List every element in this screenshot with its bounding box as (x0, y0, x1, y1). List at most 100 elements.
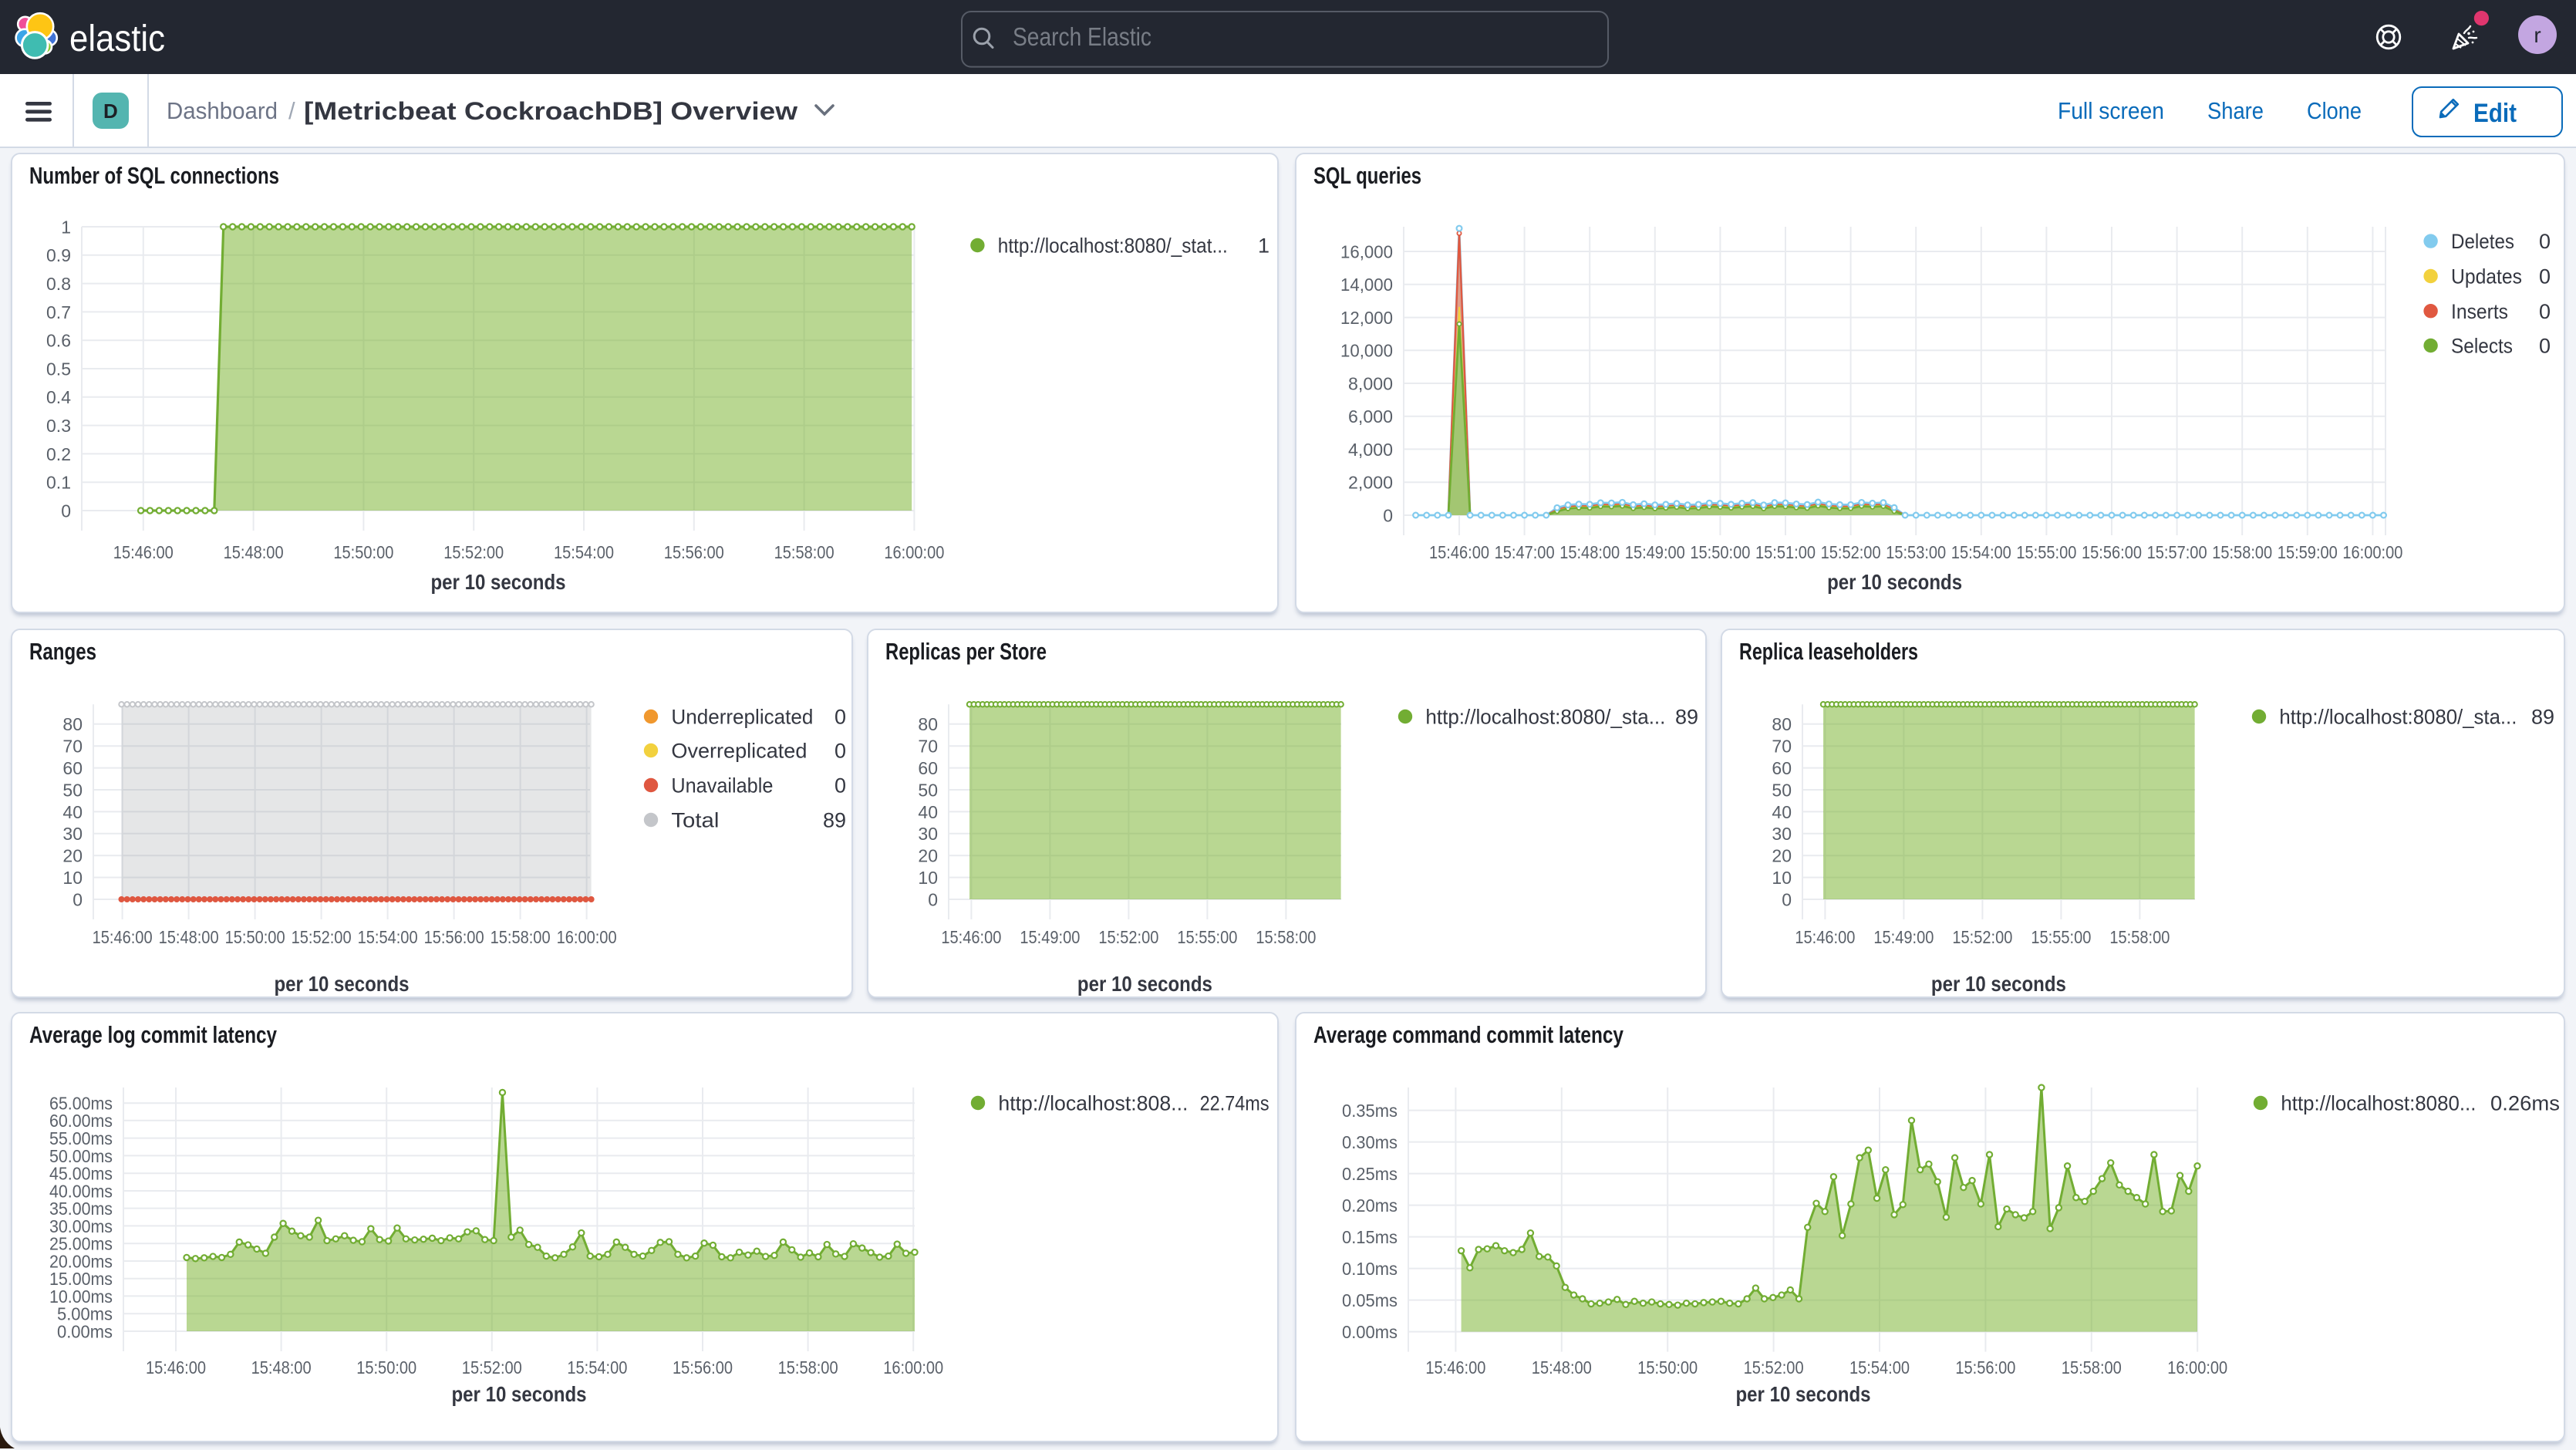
svg-text:20: 20 (918, 846, 938, 866)
svg-text:15:48:00: 15:48:00 (1559, 542, 1620, 562)
svg-text:http://localhost:8080/_sta...: http://localhost:8080/_sta... (2279, 706, 2517, 729)
svg-text:15:49:00: 15:49:00 (1020, 927, 1080, 947)
svg-text:15:46:00: 15:46:00 (1429, 542, 1489, 562)
svg-text:Full screen: Full screen (2058, 97, 2164, 124)
svg-text:Selects: Selects (2451, 335, 2513, 358)
svg-text:6,000: 6,000 (1348, 406, 1393, 427)
svg-text:4,000: 4,000 (1348, 440, 1393, 460)
svg-text:60: 60 (1772, 758, 1792, 778)
svg-text:per 10 seconds: per 10 seconds (431, 570, 566, 594)
svg-text:80: 80 (1772, 714, 1792, 734)
svg-text:70: 70 (918, 737, 938, 757)
svg-text:0.25ms: 0.25ms (1342, 1164, 1398, 1184)
svg-text:89: 89 (823, 809, 846, 832)
svg-text:0: 0 (2539, 230, 2551, 253)
svg-text:0.05ms: 0.05ms (1342, 1290, 1398, 1310)
svg-text:10.00ms: 10.00ms (49, 1286, 113, 1307)
svg-text:http://localhost:8080/_sta...: http://localhost:8080/_sta... (1425, 706, 1665, 729)
svg-text:0.35ms: 0.35ms (1342, 1101, 1398, 1121)
svg-text:15:52:00: 15:52:00 (1821, 542, 1881, 562)
svg-text:15:46:00: 15:46:00 (941, 927, 1001, 947)
svg-text:per 10 seconds: per 10 seconds (275, 972, 410, 996)
svg-text:Total: Total (671, 809, 719, 832)
svg-text:15:52:00: 15:52:00 (292, 927, 352, 947)
svg-text:15:52:00: 15:52:00 (1952, 927, 2012, 947)
svg-text:70: 70 (62, 737, 83, 757)
svg-text:55.00ms: 55.00ms (49, 1128, 113, 1148)
svg-text:0.3: 0.3 (46, 416, 71, 436)
svg-text:Number of SQL connections: Number of SQL connections (29, 162, 279, 189)
svg-text:15:58:00: 15:58:00 (2062, 1357, 2122, 1378)
svg-text:15:54:00: 15:54:00 (1849, 1357, 1910, 1378)
svg-text:per 10 seconds: per 10 seconds (1931, 972, 2066, 996)
svg-text:15:49:00: 15:49:00 (1873, 927, 1934, 947)
svg-text:15:57:00: 15:57:00 (2147, 542, 2207, 562)
svg-text:per 10 seconds: per 10 seconds (452, 1382, 587, 1406)
svg-text:50: 50 (918, 780, 938, 800)
svg-text:http://localhost:8080...: http://localhost:8080... (2281, 1092, 2476, 1115)
svg-text:Replicas per Store: Replicas per Store (885, 638, 1047, 665)
svg-text:0.8: 0.8 (46, 274, 71, 294)
svg-text:10: 10 (918, 868, 938, 888)
svg-text:0.15ms: 0.15ms (1342, 1227, 1398, 1247)
svg-text:0.1: 0.1 (46, 473, 71, 493)
svg-text:0: 0 (72, 889, 83, 909)
svg-text:50.00ms: 50.00ms (49, 1146, 113, 1166)
svg-text:Inserts: Inserts (2451, 300, 2508, 323)
svg-text:15:58:00: 15:58:00 (778, 1357, 838, 1378)
svg-text:D: D (103, 99, 118, 123)
svg-text:15:56:00: 15:56:00 (1955, 1357, 2015, 1378)
svg-text:16:00:00: 16:00:00 (883, 1357, 943, 1378)
svg-text:15:50:00: 15:50:00 (356, 1357, 416, 1378)
svg-text:Average command commit latency: Average command commit latency (1313, 1021, 1624, 1048)
svg-text:1: 1 (1258, 234, 1269, 258)
svg-text:15:52:00: 15:52:00 (1098, 927, 1158, 947)
svg-text:Dashboard: Dashboard (167, 97, 278, 124)
svg-text:10: 10 (1772, 868, 1792, 888)
svg-text:15:53:00: 15:53:00 (1886, 542, 1946, 562)
svg-text:80: 80 (62, 714, 83, 734)
svg-text:15:58:00: 15:58:00 (1256, 927, 1316, 947)
svg-text:15:56:00: 15:56:00 (424, 927, 484, 947)
svg-text:30.00ms: 30.00ms (49, 1216, 113, 1236)
svg-text:15:46:00: 15:46:00 (1425, 1357, 1485, 1378)
svg-text:15:46:00: 15:46:00 (1795, 927, 1855, 947)
svg-text:15:46:00: 15:46:00 (93, 927, 153, 947)
svg-text:80: 80 (918, 714, 938, 734)
svg-text:Unavailable: Unavailable (671, 774, 773, 798)
svg-text:15:58:00: 15:58:00 (491, 927, 551, 947)
svg-text:15:56:00: 15:56:00 (664, 542, 724, 562)
svg-text:15:49:00: 15:49:00 (1625, 542, 1685, 562)
svg-text:15:56:00: 15:56:00 (673, 1357, 733, 1378)
svg-text:16:00:00: 16:00:00 (2167, 1357, 2227, 1378)
svg-text:15:52:00: 15:52:00 (443, 542, 504, 562)
svg-text:0.10ms: 0.10ms (1342, 1259, 1398, 1279)
svg-text:30: 30 (918, 824, 938, 844)
svg-text:elastic: elastic (69, 19, 165, 59)
svg-text:15:54:00: 15:54:00 (1951, 542, 2011, 562)
svg-text:15:54:00: 15:54:00 (567, 1357, 627, 1378)
svg-text:70: 70 (1772, 737, 1792, 757)
svg-text:5.00ms: 5.00ms (57, 1304, 113, 1324)
svg-text:40.00ms: 40.00ms (49, 1181, 113, 1201)
svg-text:15:58:00: 15:58:00 (774, 542, 835, 562)
svg-text:12,000: 12,000 (1340, 308, 1393, 328)
svg-text:15:55:00: 15:55:00 (2016, 542, 2076, 562)
svg-text:89: 89 (2531, 706, 2554, 729)
svg-text:0: 0 (61, 501, 71, 521)
svg-text:http://localhost:8080/_stat...: http://localhost:8080/_stat... (998, 234, 1228, 258)
svg-text:16,000: 16,000 (1340, 241, 1393, 261)
svg-text:Deletes: Deletes (2451, 230, 2514, 253)
svg-text:40: 40 (62, 802, 83, 822)
svg-text:0: 0 (928, 889, 938, 909)
svg-text:Search Elastic: Search Elastic (1013, 22, 1151, 51)
svg-text:2,000: 2,000 (1348, 473, 1393, 493)
svg-text:0.7: 0.7 (46, 302, 71, 322)
svg-text:per 10 seconds: per 10 seconds (1077, 972, 1212, 996)
svg-text:0.9: 0.9 (46, 245, 71, 265)
svg-text:40: 40 (1772, 802, 1792, 822)
svg-text:0.26ms: 0.26ms (2490, 1092, 2560, 1115)
svg-text:0: 0 (2539, 300, 2551, 323)
svg-text:15:58:00: 15:58:00 (2109, 927, 2170, 947)
svg-text:0: 0 (2539, 265, 2551, 288)
